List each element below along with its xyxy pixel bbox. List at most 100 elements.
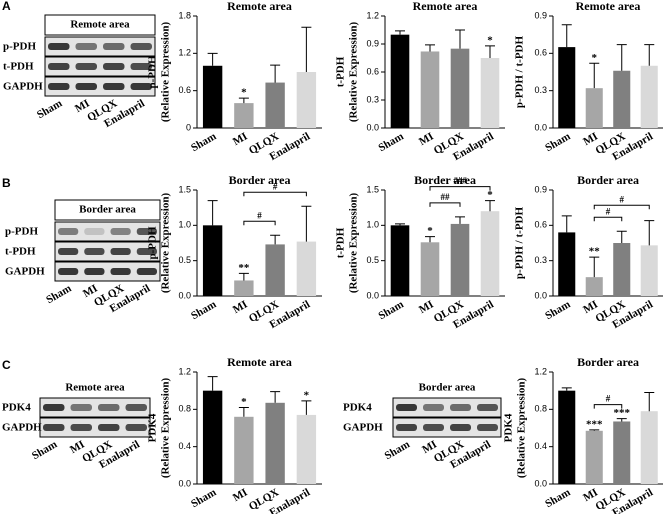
- error-bar: [395, 30, 405, 35]
- blot-band: [396, 404, 417, 411]
- blot-band: [58, 248, 79, 255]
- bar: [265, 82, 285, 128]
- bar: [613, 421, 631, 484]
- bar: [390, 225, 410, 296]
- blot-strip: [54, 221, 161, 242]
- bar: [558, 390, 576, 484]
- error-bar: [455, 216, 465, 224]
- blot-band: [450, 424, 471, 431]
- significance-star: *: [241, 396, 247, 408]
- blot-strip: [392, 397, 502, 418]
- blot-band: [43, 404, 65, 411]
- bar: [640, 245, 658, 296]
- blot-band: [75, 43, 97, 50]
- chart-title: Border area: [414, 173, 476, 187]
- blot-band: [75, 83, 97, 90]
- blot-band: [125, 424, 147, 431]
- comparison-bracket: [243, 191, 307, 197]
- error-bar: [616, 418, 627, 422]
- blot-band: [130, 83, 152, 90]
- significance-star: ***: [586, 418, 603, 430]
- y-tick-label: 0.8: [178, 404, 191, 414]
- error-bar: [301, 26, 312, 72]
- x-tick-label: Sham: [376, 298, 405, 322]
- chart-title: Remote area: [227, 355, 292, 369]
- comparison-bracket: [243, 220, 276, 226]
- significance-star: *: [427, 225, 433, 237]
- comparison-bracket: [593, 216, 623, 222]
- blot-band: [110, 248, 131, 255]
- y-tick-label: 0.6: [534, 48, 547, 58]
- comparison-label: #: [620, 194, 625, 204]
- y-tick-label: 0.0: [366, 122, 379, 132]
- y-axis-label: p-PDH / t-PDH: [514, 36, 526, 109]
- blot-row-label: GAPDH: [3, 81, 43, 93]
- error-bar: [270, 234, 281, 245]
- error-bar: [644, 392, 655, 412]
- panel-letter: A: [2, 0, 11, 13]
- blot-strip: [44, 56, 156, 77]
- comparison-label: #: [606, 394, 611, 404]
- bar: [296, 241, 317, 296]
- blot-band: [103, 43, 125, 50]
- error-bar: [238, 272, 249, 281]
- blot-row-label: PDK4: [343, 402, 372, 414]
- bar: [585, 88, 603, 128]
- blot-band: [110, 228, 131, 235]
- blot-row-label: t-PDH: [3, 61, 34, 73]
- y-tick-label: 0: [186, 122, 191, 132]
- y-axis-label: p-PDH: [147, 55, 159, 88]
- blot-band: [103, 63, 125, 70]
- y-tick-label: 0.0: [534, 290, 547, 300]
- y-tick-label: 0.0: [366, 290, 379, 300]
- y-axis-label: p-PDH: [147, 226, 159, 259]
- chart-title: Border area: [577, 173, 639, 187]
- error-bar: [589, 256, 600, 278]
- blot-row-label: t-PDH: [5, 246, 36, 258]
- y-axis-label: p-PDH / t-PDH: [514, 207, 526, 280]
- comparison-bracket: [429, 186, 491, 191]
- y-tick-label: 0.6: [178, 85, 191, 95]
- bar: [420, 51, 440, 128]
- bar: [585, 430, 603, 484]
- y-tick-label: 0.6: [534, 220, 547, 230]
- bar: [480, 211, 500, 296]
- error-bar: [238, 97, 249, 104]
- blot-title: Remote area: [70, 19, 130, 31]
- blot-band: [136, 248, 157, 255]
- blot-band: [423, 404, 444, 411]
- y-tick-label: 0.3: [366, 94, 379, 104]
- error-bar: [644, 220, 655, 246]
- blot-strip: [392, 417, 502, 438]
- x-tick-label: Sham: [543, 486, 572, 510]
- blot-band: [110, 268, 131, 275]
- blot-strip: [39, 417, 151, 438]
- x-tick-label: Sham: [189, 298, 218, 322]
- blot-row-label: GAPDH: [5, 266, 45, 278]
- blot-band: [48, 83, 70, 90]
- bar: [613, 243, 631, 296]
- blot-row-label: PDK4: [2, 402, 31, 414]
- y-axis-label: t-PDH: [335, 56, 347, 87]
- y-axis-label: PDK4: [147, 413, 159, 442]
- panel-letter: C: [2, 358, 11, 372]
- bar: [265, 402, 285, 484]
- x-tick-label: Sham: [189, 130, 218, 154]
- blot-lane-label: Sham: [44, 282, 73, 306]
- y-axis-label: (Relative Expression): [348, 22, 360, 123]
- blot-strip: [44, 76, 156, 97]
- blot-band: [75, 63, 97, 70]
- error-bar: [270, 64, 281, 83]
- chart-title: Remote area: [227, 0, 292, 13]
- bar: [202, 390, 223, 484]
- blot-band: [125, 404, 147, 411]
- error-bar: [207, 52, 218, 66]
- blot-band: [396, 424, 417, 431]
- y-axis-label: (Relative Expression): [348, 193, 360, 294]
- blot-strip: [54, 241, 161, 262]
- y-axis-label: (Relative Expression): [516, 378, 528, 479]
- x-tick-label: Sham: [376, 130, 405, 154]
- bar: [296, 414, 317, 484]
- blot-strip: [44, 36, 156, 57]
- y-tick-label: 0.0: [534, 478, 547, 488]
